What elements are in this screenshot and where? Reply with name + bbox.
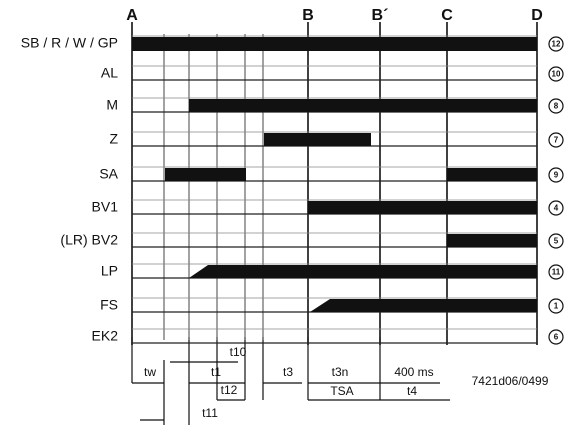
interval-label: t3 — [283, 365, 293, 379]
signal-bar — [447, 168, 537, 181]
pin-circle — [548, 264, 564, 280]
pin-number: 1 — [554, 302, 559, 311]
interval-label: TSA — [330, 384, 353, 398]
interval-label: t10 — [230, 345, 247, 359]
row-label: LP — [101, 263, 118, 279]
pin-circle — [548, 98, 564, 114]
pin-circle — [548, 233, 564, 249]
row-label: (LR) BV2 — [60, 232, 118, 248]
figure-code: 7421d06/0499 — [472, 374, 549, 388]
signal-bar — [132, 37, 537, 51]
signal-bar — [308, 201, 537, 214]
interval-label: t12 — [221, 383, 238, 397]
pin-number: 5 — [554, 237, 559, 246]
signal-bar — [310, 299, 537, 312]
marker-label: B´ — [372, 7, 389, 24]
row-label: AL — [101, 65, 118, 81]
pin-circle — [548, 167, 564, 183]
row-label: M — [106, 97, 118, 113]
row-label: SB / R / W / GP — [21, 35, 118, 51]
pin-circle — [548, 36, 564, 52]
pin-circle — [548, 66, 564, 82]
pin-circle — [548, 200, 564, 216]
pin-number: 6 — [554, 333, 559, 342]
interval-label: t3n — [332, 365, 349, 379]
signal-bar — [165, 168, 246, 181]
marker-label: C — [441, 7, 453, 24]
pin-number: 9 — [554, 171, 559, 180]
row-label: FS — [100, 297, 118, 313]
pin-number: 12 — [552, 40, 561, 49]
pin-number: 4 — [554, 204, 559, 213]
pin-number: 7 — [554, 136, 559, 145]
signal-bar — [189, 265, 537, 278]
interval-label: t1 — [211, 365, 221, 379]
pin-number: 10 — [552, 70, 561, 79]
pin-circle — [548, 132, 564, 148]
row-label: SA — [99, 166, 118, 182]
pin-circle — [548, 329, 564, 345]
row-label: EK2 — [92, 328, 119, 344]
row-label: Z — [109, 131, 118, 147]
pin-number: 8 — [554, 102, 559, 111]
pin-number: 11 — [552, 268, 561, 277]
marker-label: D — [531, 7, 543, 24]
signal-bar — [264, 133, 371, 146]
signal-bar — [447, 234, 537, 247]
signal-bar — [189, 99, 537, 112]
marker-label: A — [126, 7, 138, 24]
interval-label: t11 — [202, 406, 218, 420]
interval-label: 400 ms — [394, 365, 433, 379]
interval-lines — [131, 337, 450, 425]
interval-label: tw — [144, 365, 156, 379]
row-label: BV1 — [92, 199, 119, 215]
pin-circle — [548, 298, 564, 314]
marker-label: B — [302, 7, 314, 24]
interval-label: t4 — [407, 384, 417, 398]
